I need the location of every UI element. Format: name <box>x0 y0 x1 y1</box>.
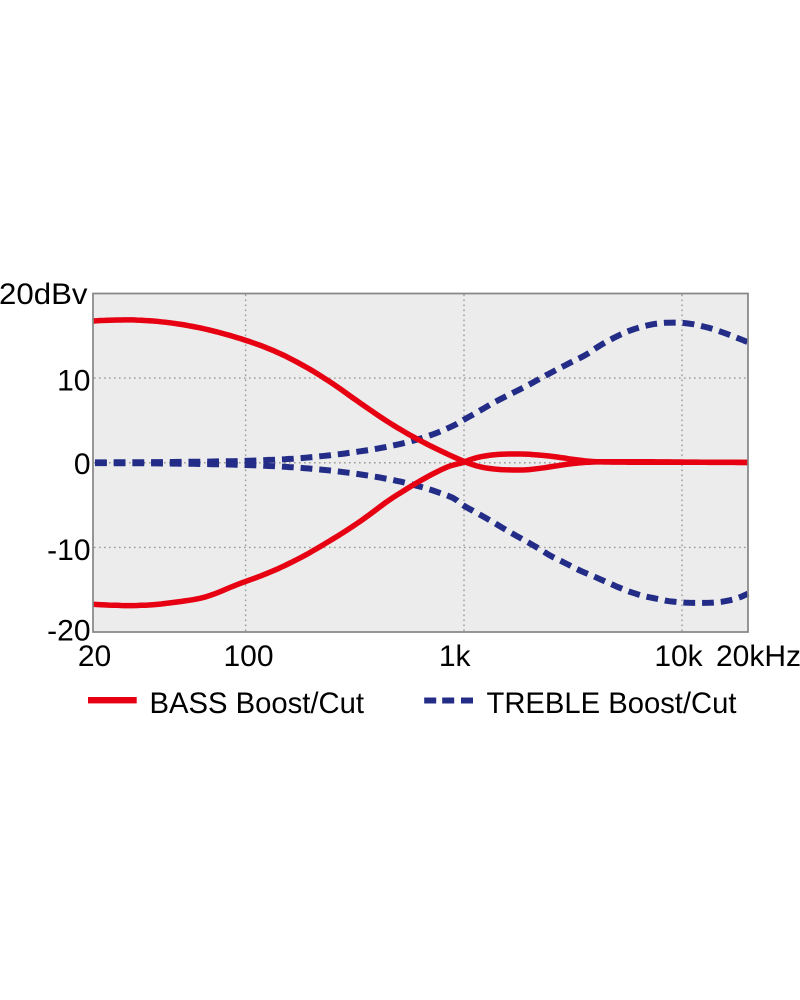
svg-text:1k: 1k <box>439 640 472 673</box>
svg-text:TREBLE Boost/Cut: TREBLE Boost/Cut <box>487 687 738 720</box>
svg-text:-20: -20 <box>47 615 90 648</box>
svg-text:BASS Boost/Cut: BASS Boost/Cut <box>150 687 365 720</box>
svg-text:20kHz: 20kHz <box>716 640 800 673</box>
svg-text:100: 100 <box>223 640 273 673</box>
svg-text:10: 10 <box>57 365 90 398</box>
svg-text:20dBv: 20dBv <box>0 278 88 311</box>
svg-text:0: 0 <box>74 448 91 481</box>
svg-text:-10: -10 <box>47 534 90 567</box>
svg-text:10k: 10k <box>654 640 703 673</box>
svg-text:20: 20 <box>78 640 111 673</box>
